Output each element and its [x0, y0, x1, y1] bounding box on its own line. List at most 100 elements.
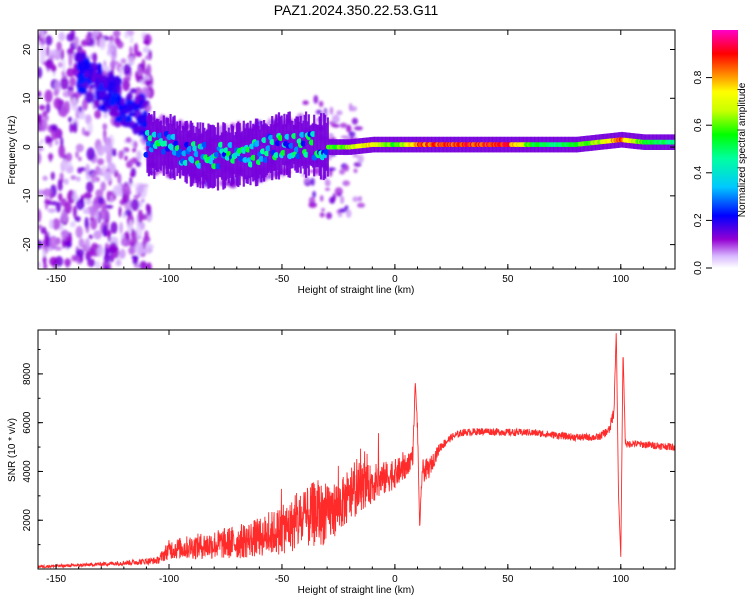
- heatmap-cell: [94, 199, 99, 204]
- heatmap-cell: [54, 246, 62, 251]
- heatmap-cell: [49, 219, 54, 229]
- colorbar: 0.0 0.2 0.4 0.6 0.8 Normalized spectral ampl…: [693, 30, 748, 275]
- heatmap-cell: [133, 194, 140, 199]
- heatmap-cell: [40, 30, 45, 39]
- heatmap-cell: [57, 62, 63, 68]
- heatmap-cell: [191, 122, 194, 186]
- heatmap-cell: [67, 48, 74, 56]
- heatmap-cell: [103, 60, 107, 67]
- heatmap-cell: [122, 79, 130, 92]
- heatmap-cell: [313, 95, 319, 104]
- heatmap-cell: [264, 123, 267, 178]
- heatmap-cell: [325, 187, 330, 191]
- snr-series-line: [38, 333, 675, 569]
- heatmap-cell: [62, 59, 66, 73]
- heatmap-cell: [73, 36, 80, 47]
- heatmap-cell: [294, 118, 297, 171]
- heatmap-cell: [94, 110, 102, 119]
- heatmap-cell: [72, 121, 78, 134]
- heatmap-cell: [109, 242, 118, 253]
- heatmap-cell: [357, 202, 365, 208]
- heatmap-cell: [107, 40, 115, 53]
- heatmap-cell: [53, 89, 59, 97]
- heatmap-cell: [40, 39, 46, 46]
- heatmap-cell: [104, 265, 109, 269]
- heatmap-cell: [129, 172, 135, 177]
- heatmap-cell: [342, 180, 351, 187]
- heatmap-cell: [60, 77, 69, 90]
- heatmap-cell: [71, 97, 78, 112]
- heatmap-cell: [93, 230, 102, 240]
- heatmap-cell: [91, 62, 98, 72]
- heatmap-cell: [275, 114, 278, 180]
- heatmap-cell: [339, 208, 347, 213]
- heatmap-cell: [69, 221, 76, 228]
- heatmap-cell: [91, 71, 97, 84]
- heatmap-cell: [145, 242, 152, 255]
- heatmap-cell: [38, 146, 44, 152]
- heatmap-cell: [312, 190, 316, 198]
- heatmap-cell: [271, 116, 274, 181]
- heatmap-cell: [99, 208, 109, 221]
- heatmap-cell: [90, 242, 99, 257]
- heatmap-cell: [45, 58, 54, 70]
- heatmap-cell: [133, 140, 138, 149]
- heatmap-cell: [60, 48, 64, 61]
- heatmap-cell: [38, 104, 46, 111]
- heatmap-cell: [315, 124, 318, 167]
- page-title: PAZ1.2024.350.22.53.G11: [273, 2, 439, 18]
- heatmap-cell: [87, 258, 96, 267]
- heatmap-cell: [334, 187, 343, 196]
- heatmap-cell: [295, 116, 298, 173]
- heatmap-cell: [50, 124, 58, 131]
- heatmap-cell: [59, 172, 64, 182]
- heatmap-cell: [55, 139, 59, 146]
- spectrogram-x-label: Height of straight line (km): [298, 285, 415, 296]
- heatmap-cell: [130, 198, 140, 211]
- heatmap-cell: [119, 65, 123, 78]
- heatmap-cell: [146, 262, 152, 269]
- heatmap-cell: [346, 124, 352, 133]
- heatmap-cell: [38, 66, 43, 79]
- heatmap-cell: [53, 97, 62, 110]
- heatmap-cell: [84, 208, 90, 214]
- heatmap-cell: [207, 123, 210, 189]
- heatmap-cell: [343, 164, 350, 172]
- heatmap-cell: [40, 226, 47, 234]
- heatmap-cell: [253, 124, 256, 181]
- colorbar-tick-label: 0.6: [693, 118, 704, 132]
- heatmap-cell: [133, 256, 138, 262]
- heatmap-cell: [305, 111, 308, 178]
- heatmap-cell: [77, 86, 87, 95]
- heatmap-cell: [358, 196, 363, 202]
- heatmap-cell: [129, 219, 133, 232]
- heatmap-cell: [84, 62, 90, 68]
- heatmap-cell: [319, 212, 325, 218]
- heatmap-cell: [102, 123, 108, 131]
- heatmap-cell: [124, 115, 133, 123]
- heatmap-cell: [138, 129, 146, 136]
- heatmap-cell: [42, 249, 47, 258]
- snr-panel: -150 -100 -50 0 50 100 2000 4000 6000 8000 Height…: [7, 329, 676, 596]
- heatmap-cell: [45, 235, 51, 248]
- heatmap-cell: [75, 151, 79, 159]
- heatmap-cell: [353, 168, 358, 174]
- heatmap-cell: [40, 138, 44, 144]
- colorbar-tick-label: 0.8: [693, 70, 704, 84]
- heatmap-cell: [103, 253, 111, 263]
- heatmap-cell: [58, 31, 66, 42]
- heatmap-cell: [73, 189, 77, 201]
- x-tick-label: 50: [502, 574, 514, 585]
- spectrogram-y-label: Frequency (Hz): [7, 116, 18, 185]
- heatmap-cell: [126, 103, 135, 113]
- heatmap-cell: [112, 185, 121, 196]
- heatmap-cell: [56, 41, 62, 51]
- heatmap-cell: [95, 260, 101, 269]
- heatmap-cell: [107, 91, 112, 100]
- heatmap-cell: [134, 241, 144, 256]
- heatmap-cell: [72, 205, 77, 218]
- snr-axes: -150 -100 -50 0 50 100 2000 4000 6000 8000: [22, 330, 675, 585]
- heatmap-cell: [69, 77, 77, 87]
- heatmap-cell: [108, 35, 114, 43]
